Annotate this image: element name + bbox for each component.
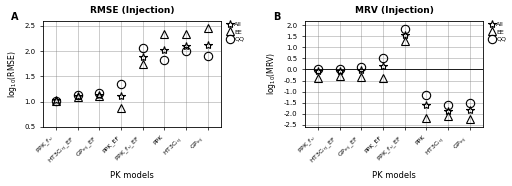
QQ [183,50,189,52]
Line: All: All [314,31,474,116]
EE [358,76,365,78]
QQ [402,28,408,30]
All [75,94,81,97]
EE [445,115,451,117]
EE [53,100,59,102]
All [53,99,59,101]
QQ [53,100,59,102]
QQ [96,92,102,94]
All [380,65,386,67]
EE [380,77,386,79]
Line: EE: EE [314,37,474,123]
QQ [467,102,473,104]
Legend: All, EE, QQ: All, EE, QQ [227,22,244,42]
All [423,104,430,106]
All [118,94,124,97]
EE [96,94,102,97]
All [183,45,189,47]
Text: A: A [11,12,18,22]
X-axis label: PK models: PK models [372,171,416,180]
Text: B: B [273,12,281,22]
Line: EE: EE [52,24,212,112]
EE [423,117,430,119]
QQ [445,104,451,106]
All [161,49,167,51]
QQ [118,83,124,85]
EE [467,118,473,120]
QQ [205,55,211,57]
EE [75,95,81,98]
QQ [337,68,343,70]
Title: RMSE (Injection): RMSE (Injection) [90,6,174,15]
QQ [161,59,167,61]
All [358,69,365,71]
EE [205,27,211,30]
QQ [75,94,81,96]
Line: QQ: QQ [52,44,212,105]
QQ [358,66,365,68]
QQ [380,57,386,59]
EE [337,75,343,77]
Y-axis label: log$_{10}$(MRV): log$_{10}$(MRV) [265,52,278,95]
QQ [140,46,146,49]
All [140,56,146,58]
X-axis label: PK models: PK models [110,171,154,180]
All [205,44,211,46]
All [96,94,102,96]
QQ [315,68,321,70]
EE [402,40,408,42]
All [337,69,343,72]
EE [140,63,146,65]
All [467,109,473,111]
Line: All: All [52,40,212,104]
All [402,34,408,36]
Title: MRV (Injection): MRV (Injection) [354,6,434,15]
EE [161,32,167,35]
EE [118,107,124,109]
Y-axis label: log$_{10}$(RMSE): log$_{10}$(RMSE) [6,50,18,98]
Line: QQ: QQ [314,25,474,109]
QQ [423,94,430,96]
EE [315,77,321,79]
All [445,110,451,113]
EE [183,32,189,35]
Legend: All, EE, QQ: All, EE, QQ [489,22,506,42]
All [315,69,321,72]
